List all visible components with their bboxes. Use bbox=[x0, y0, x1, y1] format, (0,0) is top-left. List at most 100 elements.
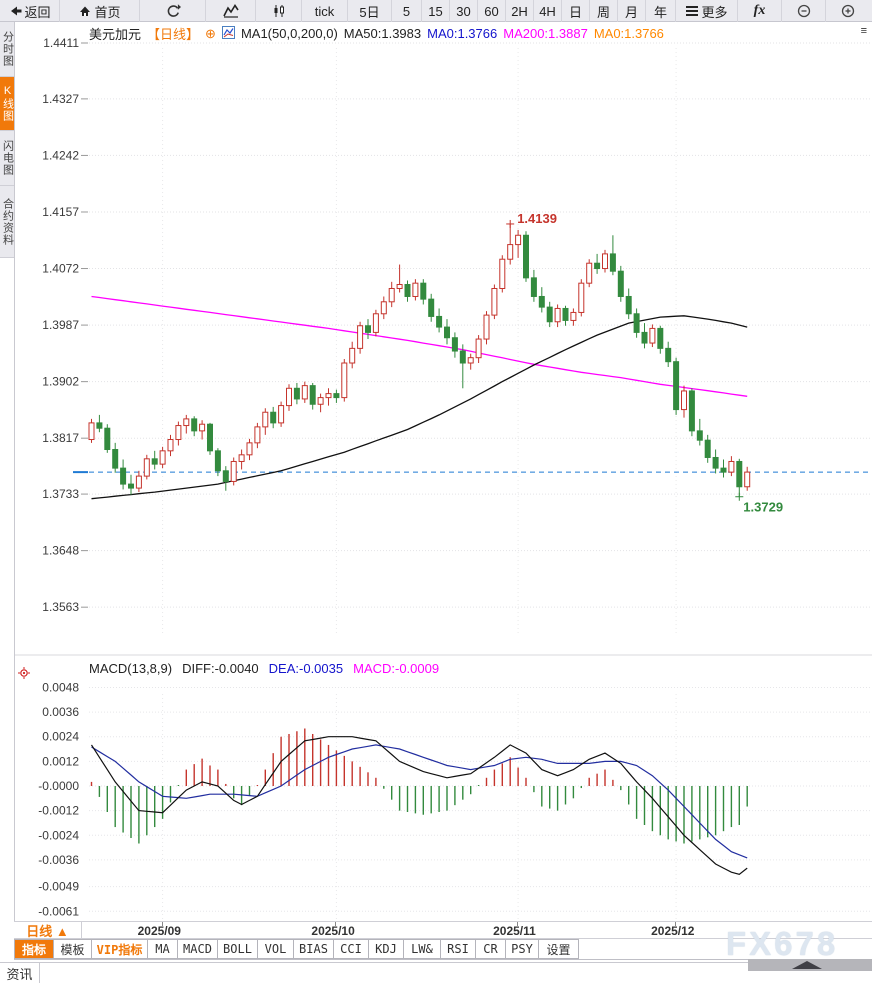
menu-icon bbox=[685, 5, 699, 17]
interval-30m[interactable]: 30 bbox=[450, 0, 478, 22]
tab-macd[interactable]: MACD bbox=[178, 939, 218, 959]
fx-icon: fx bbox=[753, 3, 766, 18]
tab-template[interactable]: 模板 bbox=[54, 939, 92, 959]
home-button[interactable]: 首页 bbox=[60, 0, 140, 22]
refresh-icon bbox=[165, 3, 181, 19]
candle-chart-button[interactable] bbox=[256, 0, 302, 22]
svg-text:-0.0000: -0.0000 bbox=[38, 779, 79, 793]
tab-cr[interactable]: CR bbox=[476, 939, 506, 959]
tab-lw[interactable]: LW& bbox=[404, 939, 441, 959]
sidebar-tab-kline[interactable]: K线图 bbox=[0, 77, 15, 131]
tab-ma[interactable]: MA bbox=[148, 939, 178, 959]
line-chart-button[interactable] bbox=[206, 0, 256, 22]
indicator-toolbar: 指标 模板 VIP指标 MA MACD BOLL VOL BIAS CCI KD… bbox=[14, 939, 872, 960]
interval-week[interactable]: 周 bbox=[590, 0, 618, 22]
zoom-in-button[interactable] bbox=[826, 0, 870, 22]
back-button[interactable]: 返回 bbox=[0, 0, 60, 22]
moving-averages bbox=[91, 295, 748, 500]
zoom-out-button[interactable] bbox=[782, 0, 826, 22]
interval-2h[interactable]: 2H bbox=[506, 0, 534, 22]
ma-params: MA1(50,0,200,0) bbox=[240, 26, 338, 41]
interval-day[interactable]: 日 bbox=[562, 0, 590, 22]
svg-text:-0.0036: -0.0036 bbox=[38, 853, 79, 867]
interval-4h[interactable]: 4H bbox=[534, 0, 562, 22]
chart-type-sidebar: 分时图 K线图 闪电图 合约资料 bbox=[0, 22, 15, 258]
svg-text:1.3902: 1.3902 bbox=[42, 375, 79, 389]
tab-settings[interactable]: 设置 bbox=[539, 939, 579, 959]
macd-pane: 0.0048 0.0036 0.0024 0.0012 -0.0000 -0.0012 -0… bbox=[38, 680, 872, 918]
ma0-value-blue: MA0:1.3766 bbox=[427, 26, 498, 41]
candlesticks bbox=[88, 223, 751, 497]
zoom-in-icon bbox=[840, 3, 856, 19]
price-and-macd-chart[interactable]: 1.4411 1.4327 1.4242 1.4157 1.4072 1.3987 1.39… bbox=[15, 22, 872, 921]
macd-params: MACD(13,8,9) bbox=[89, 661, 173, 676]
status-bar: 资讯 bbox=[0, 962, 872, 983]
svg-text:-0.0024: -0.0024 bbox=[38, 828, 79, 842]
ma0-value-orange: MA0:1.3766 bbox=[593, 26, 664, 41]
high-annotation: 1.4139 bbox=[517, 211, 557, 226]
svg-text:0.0048: 0.0048 bbox=[42, 680, 79, 694]
svg-text:1.3648: 1.3648 bbox=[42, 544, 79, 558]
interval-5d[interactable]: 5日 bbox=[348, 0, 392, 22]
news-tab[interactable]: 资讯 bbox=[0, 963, 40, 983]
horizontal-scrollbar[interactable] bbox=[748, 959, 872, 971]
x-axis-tick bbox=[675, 922, 677, 926]
x-axis-month-label: 2025/09 bbox=[137, 924, 181, 938]
x-axis-tick bbox=[335, 922, 337, 926]
ma-settings-icon[interactable] bbox=[221, 25, 235, 42]
interval-year[interactable]: 年 bbox=[646, 0, 676, 22]
more-button[interactable]: 更多 bbox=[676, 0, 738, 22]
svg-text:1.4327: 1.4327 bbox=[42, 92, 79, 106]
low-annotation: 1.3729 bbox=[743, 500, 783, 515]
tab-boll[interactable]: BOLL bbox=[218, 939, 258, 959]
interval-tick[interactable]: tick bbox=[302, 0, 348, 22]
zoom-out-icon bbox=[796, 3, 812, 19]
svg-text:0.0024: 0.0024 bbox=[42, 730, 79, 744]
svg-text:1.3817: 1.3817 bbox=[42, 431, 79, 445]
interval-month[interactable]: 月 bbox=[618, 0, 646, 22]
macd-dea-value: DEA:-0.0035 bbox=[268, 661, 344, 676]
x-axis-tick bbox=[517, 922, 519, 926]
tab-rsi[interactable]: RSI bbox=[441, 939, 476, 959]
tab-bias[interactable]: BIAS bbox=[294, 939, 334, 959]
refresh-button[interactable] bbox=[140, 0, 206, 22]
indicator-settings-icon[interactable] bbox=[17, 666, 31, 685]
svg-text:0.0036: 0.0036 bbox=[42, 705, 79, 719]
indicator-fx-button[interactable]: fx bbox=[738, 0, 782, 22]
back-icon bbox=[8, 4, 22, 18]
main-chart-legend: 美元加元 【日线】 ⊕ MA1(50,0,200,0) MA50:1.3983 … bbox=[89, 24, 664, 43]
x-axis-month-label: 2025/11 bbox=[493, 924, 536, 938]
svg-text:1.4072: 1.4072 bbox=[42, 262, 79, 276]
svg-text:1.3987: 1.3987 bbox=[42, 318, 79, 332]
chart-region[interactable]: 1.4411 1.4327 1.4242 1.4157 1.4072 1.3987 1.39… bbox=[14, 22, 872, 921]
x-axis-tick bbox=[161, 922, 163, 926]
interval-15m[interactable]: 15 bbox=[422, 0, 450, 22]
tab-vip-indicator[interactable]: VIP指标 bbox=[92, 939, 148, 959]
tab-vol[interactable]: VOL bbox=[258, 939, 294, 959]
tab-psy[interactable]: PSY bbox=[506, 939, 539, 959]
home-icon bbox=[78, 4, 92, 18]
macd-legend: MACD(13,8,9) DIFF:-0.0040 DEA:-0.0035 MA… bbox=[89, 661, 439, 676]
x-axis-month-label: 2025/10 bbox=[311, 924, 355, 938]
scrollbar-up-arrow[interactable] bbox=[792, 961, 822, 969]
svg-text:1.4411: 1.4411 bbox=[43, 36, 79, 50]
sidebar-tab-contract-info[interactable]: 合约资料 bbox=[0, 186, 15, 258]
tab-cci[interactable]: CCI bbox=[334, 939, 369, 959]
period-selector[interactable]: 日线 ▲ bbox=[14, 922, 82, 939]
add-compare-icon[interactable]: ⊕ bbox=[205, 25, 216, 41]
chart-menu-icon: ≡ bbox=[861, 25, 867, 37]
interval-60m[interactable]: 60 bbox=[478, 0, 506, 22]
svg-text:1.4157: 1.4157 bbox=[42, 205, 79, 219]
sidebar-tab-flash[interactable]: 闪电图 bbox=[0, 131, 15, 186]
tab-kdj[interactable]: KDJ bbox=[369, 939, 404, 959]
tab-indicator[interactable]: 指标 bbox=[14, 939, 54, 959]
svg-text:-0.0061: -0.0061 bbox=[38, 904, 79, 918]
svg-text:-0.0049: -0.0049 bbox=[38, 880, 79, 894]
svg-text:1.4242: 1.4242 bbox=[42, 148, 79, 162]
sidebar-tab-timeshare[interactable]: 分时图 bbox=[0, 22, 15, 77]
interval-5m[interactable]: 5 bbox=[392, 0, 422, 22]
svg-text:-0.0012: -0.0012 bbox=[38, 804, 79, 818]
ma50-value: MA50:1.3983 bbox=[343, 26, 422, 41]
period-label: 【日线】 bbox=[147, 27, 200, 42]
